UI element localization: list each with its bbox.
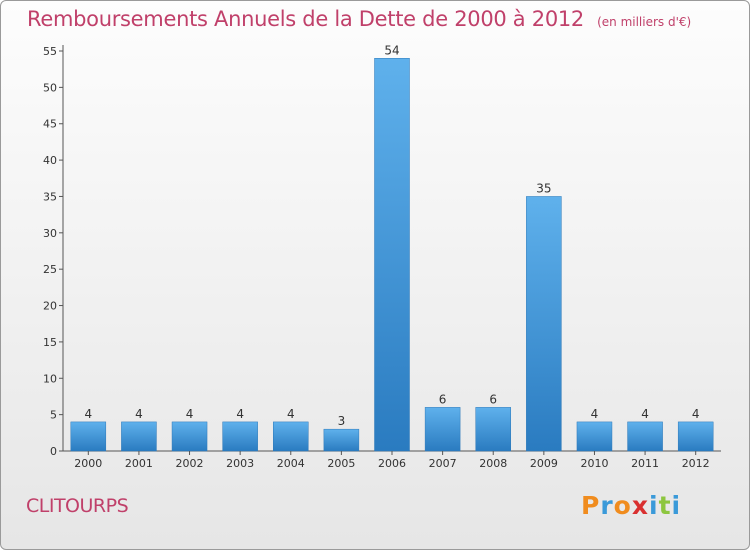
x-tick-label: 2002: [176, 457, 204, 470]
bar: [121, 421, 157, 452]
proxiti-logo[interactable]: Proxiti: [581, 491, 681, 520]
y-tick-label: 25: [43, 263, 57, 276]
logo-letter: t: [658, 491, 672, 520]
bar: [677, 421, 714, 452]
bar-value-label: 4: [641, 407, 649, 421]
x-tick-label: 2001: [125, 457, 153, 470]
commune-name: CLITOURPS: [26, 495, 129, 517]
bar-value-label: 6: [489, 392, 497, 406]
bar: [222, 421, 258, 452]
y-tick-label: 10: [43, 372, 57, 385]
x-tick-label: 2007: [429, 457, 457, 470]
x-tick-label: 2010: [580, 457, 608, 470]
logo-letter: P: [581, 491, 601, 520]
y-tick-label: 35: [43, 190, 57, 203]
bar: [475, 407, 511, 452]
x-tick-label: 2006: [378, 457, 406, 470]
bar: [576, 421, 613, 452]
bar-value-label: 35: [536, 181, 551, 195]
x-tick-label: 2000: [74, 457, 102, 470]
y-tick-label: 40: [43, 154, 57, 167]
bar: [627, 421, 663, 452]
x-tick-label: 2004: [277, 457, 305, 470]
bar-value-label: 4: [135, 407, 143, 421]
logo-letter: o: [613, 491, 632, 520]
logo-letter: x: [631, 491, 649, 520]
y-tick-label: 20: [43, 300, 57, 313]
y-tick-label: 55: [43, 45, 57, 58]
x-tick-label: 2008: [479, 457, 507, 470]
y-tick-label: 5: [50, 409, 57, 422]
bar-value-label: 4: [186, 407, 194, 421]
bar: [171, 421, 208, 452]
bar-value-label: 4: [692, 407, 700, 421]
x-tick-label: 2011: [631, 457, 659, 470]
title-row: Remboursements Annuels de la Dette de 20…: [27, 7, 691, 31]
bar-value-label: 4: [591, 407, 599, 421]
bar: [323, 428, 360, 452]
bar-value-label: 54: [384, 43, 399, 57]
chart-subtitle: (en milliers d'€): [597, 15, 692, 29]
x-tick-label: 2003: [226, 457, 254, 470]
y-tick-label: 0: [50, 445, 57, 458]
x-tick-label: 2005: [327, 457, 355, 470]
y-tick-label: 45: [43, 118, 57, 131]
bar: [424, 407, 461, 452]
x-tick-label: 2012: [682, 457, 710, 470]
logo-letter: r: [600, 491, 614, 520]
bar-value-label: 4: [236, 407, 244, 421]
bar-value-label: 4: [84, 407, 92, 421]
x-tick-label: 2009: [530, 457, 558, 470]
bar-value-label: 4: [287, 407, 295, 421]
bar-value-label: 6: [439, 392, 447, 406]
bar: [526, 196, 562, 452]
y-tick-label: 15: [43, 336, 57, 349]
bar: [70, 421, 107, 452]
bar-value-label: 3: [338, 414, 346, 428]
bar: [374, 58, 410, 452]
logo-letter: i: [671, 491, 682, 520]
logo-letter: i: [649, 491, 659, 520]
y-tick-label: 30: [43, 227, 57, 240]
chart-title: Remboursements Annuels de la Dette de 20…: [27, 7, 584, 31]
y-tick-label: 50: [43, 81, 57, 94]
bar: [273, 421, 309, 452]
